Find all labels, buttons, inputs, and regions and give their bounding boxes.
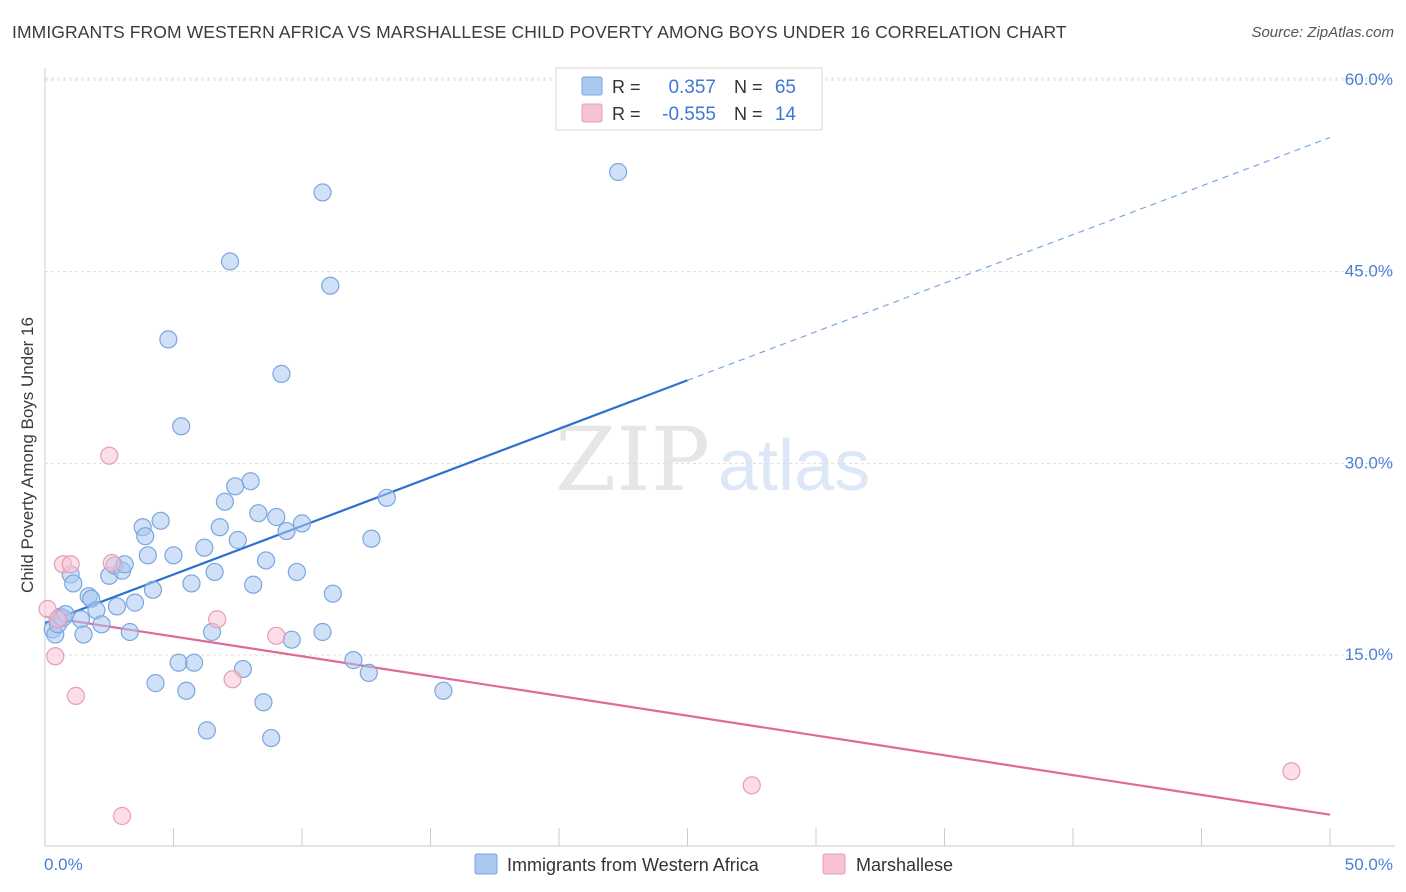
x-tick-label: 0.0% — [44, 855, 83, 874]
legend-top-n-value-blue: 65 — [775, 77, 796, 98]
y-tick-label: 15.0% — [1345, 645, 1393, 664]
point-western-africa — [164, 546, 183, 565]
point-western-africa — [64, 574, 83, 593]
point-marshallese — [208, 610, 227, 629]
point-western-africa — [321, 276, 340, 295]
point-western-africa — [136, 527, 155, 546]
point-western-africa — [377, 488, 396, 507]
point-western-africa — [277, 521, 296, 541]
watermark: ZIP atlas — [555, 408, 870, 511]
point-western-africa — [182, 574, 201, 593]
point-marshallese — [742, 776, 761, 795]
legend-top-n-value-pink: 14 — [775, 104, 797, 125]
legend-top: R = 0.357 N = 65 R = -0.555 N = 14 — [555, 67, 823, 131]
legend-top-r-value-pink: -0.555 — [662, 104, 716, 125]
point-marshallese — [112, 806, 132, 826]
data-points — [38, 162, 1301, 826]
point-western-africa — [244, 575, 263, 594]
point-western-africa — [220, 252, 240, 271]
point-western-africa — [282, 630, 301, 649]
point-western-africa — [267, 507, 286, 527]
point-western-africa — [344, 651, 363, 670]
legend-top-n-label-blue: N = — [734, 77, 763, 97]
y-tick-label: 45.0% — [1345, 262, 1393, 281]
point-marshallese — [102, 553, 121, 573]
tick-labels: 15.0% 30.0% 45.0% 60.0% 0.0% 50.0% — [44, 70, 1393, 874]
legend-bottom-swatch-pink — [822, 853, 846, 875]
point-western-africa — [210, 518, 229, 537]
point-western-africa — [177, 681, 196, 700]
legend-bottom-label-blue: Immigrants from Western Africa — [507, 855, 760, 875]
point-marshallese — [1282, 762, 1301, 781]
point-western-africa — [197, 721, 217, 740]
point-western-africa — [74, 625, 93, 644]
point-western-africa — [143, 580, 163, 599]
point-western-africa — [323, 584, 342, 603]
point-western-africa — [292, 514, 312, 533]
point-western-africa — [169, 653, 188, 672]
point-western-africa — [313, 622, 332, 642]
point-western-africa — [71, 610, 91, 629]
axes — [44, 68, 1395, 847]
legend-top-r-value-blue: 0.357 — [668, 77, 716, 98]
point-western-africa — [262, 728, 281, 748]
point-western-africa — [313, 183, 332, 202]
point-marshallese — [100, 446, 119, 465]
point-western-africa — [241, 472, 260, 491]
point-western-africa — [138, 546, 157, 565]
trend-line-marshallese — [44, 615, 1331, 816]
legend-top-r-label-pink: R = — [612, 104, 641, 124]
point-marshallese — [223, 670, 242, 689]
chart-source: Source: ZipAtlas.com — [1251, 24, 1394, 41]
point-western-africa — [92, 615, 111, 634]
grid — [45, 77, 1395, 656]
point-western-africa — [120, 622, 139, 642]
legend-bottom: Immigrants from Western Africa Marshalle… — [474, 853, 953, 875]
trend-line-western-africa-extension — [687, 136, 1331, 381]
legend-top-swatch-pink — [581, 103, 603, 123]
point-western-africa — [249, 504, 268, 523]
legend-top-swatch-blue — [581, 76, 603, 96]
point-western-africa — [159, 330, 178, 349]
point-western-africa — [184, 653, 204, 672]
point-western-africa — [205, 562, 224, 582]
watermark-zip: ZIP — [555, 408, 710, 511]
legend-top-n-label-pink: N = — [734, 104, 763, 124]
point-western-africa — [125, 593, 145, 612]
x-tick-label: 50.0% — [1345, 855, 1393, 874]
legend-bottom-label-pink: Marshallese — [856, 855, 953, 875]
point-western-africa — [151, 511, 170, 530]
point-western-africa — [434, 681, 453, 700]
point-western-africa — [228, 530, 247, 550]
watermark-atlas: atlas — [718, 426, 870, 506]
y-tick-label: 30.0% — [1345, 453, 1393, 472]
point-western-africa — [362, 529, 381, 548]
point-western-africa — [172, 417, 191, 436]
point-western-africa — [256, 551, 276, 570]
point-marshallese — [61, 555, 80, 574]
point-marshallese — [66, 686, 85, 705]
point-marshallese — [267, 626, 286, 645]
legend-top-r-label-blue: R = — [612, 77, 641, 97]
point-western-africa — [146, 674, 165, 693]
point-western-africa — [195, 538, 214, 557]
y-tick-label: 60.0% — [1345, 70, 1393, 89]
point-western-africa — [215, 492, 234, 511]
point-marshallese — [48, 610, 67, 629]
point-marshallese — [46, 647, 65, 666]
point-western-africa — [107, 597, 127, 616]
point-western-africa — [272, 364, 291, 383]
chart-title: IMMIGRANTS FROM WESTERN AFRICA VS MARSHA… — [12, 22, 1067, 42]
point-western-africa — [609, 162, 628, 182]
point-western-africa — [254, 693, 273, 712]
legend-bottom-swatch-blue — [474, 853, 498, 875]
point-western-africa — [287, 562, 306, 582]
point-western-africa — [226, 477, 245, 496]
point-western-africa — [359, 663, 378, 682]
